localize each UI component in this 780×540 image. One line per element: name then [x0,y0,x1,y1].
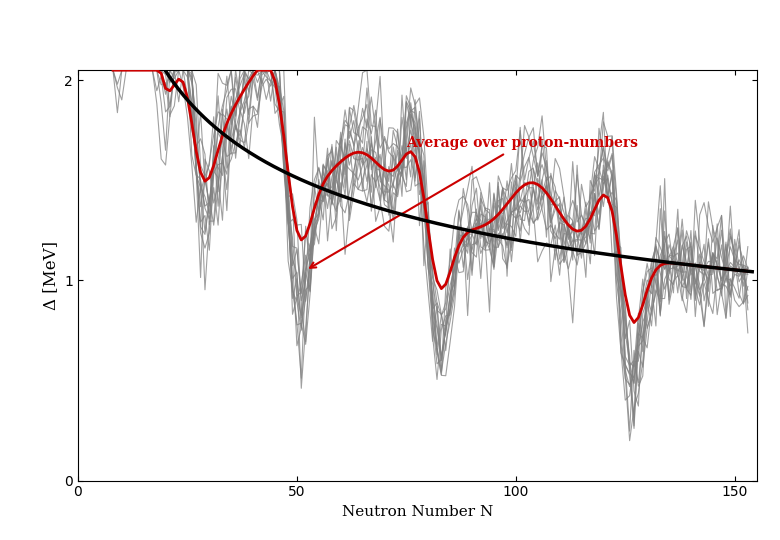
Y-axis label: Δ [MeV]: Δ [MeV] [41,241,58,310]
X-axis label: Neutron Number N: Neutron Number N [342,505,493,519]
Text: Average over proton-numbers: Average over proton-numbers [310,136,638,268]
Text: Shell structure in nuclear pairing gap: Shell structure in nuclear pairing gap [110,15,670,39]
